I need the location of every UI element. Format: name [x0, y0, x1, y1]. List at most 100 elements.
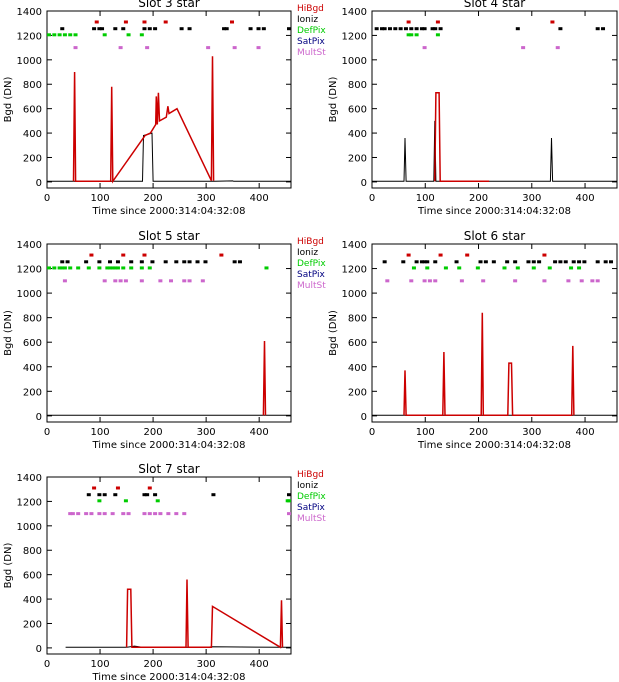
flag-marker — [139, 260, 144, 264]
y-tick-label: 800 — [348, 314, 367, 325]
flag-marker — [68, 512, 73, 516]
legend-item: DefPix — [297, 26, 326, 36]
x-axis-label: Time since 2000:314:04:32:08 — [92, 672, 246, 682]
y-tick-label: 400 — [23, 363, 42, 374]
flag-marker — [558, 260, 563, 264]
flag-marker — [521, 46, 526, 50]
flag-marker — [94, 20, 99, 24]
flag-marker — [97, 266, 102, 270]
chart-panel: 0 200 400 600 800 1000 1200 1400 0 100 200 300 400 Sl… — [3, 462, 292, 682]
flag-marker — [422, 279, 427, 283]
flag-marker — [465, 253, 470, 257]
flag-marker — [155, 499, 160, 503]
flag-marker — [174, 512, 179, 516]
flag-marker — [68, 266, 73, 270]
legend-item: MultSt — [297, 281, 326, 291]
legend-item: DefPix — [297, 492, 326, 502]
y-tick-label: 600 — [23, 571, 42, 582]
x-tick-label: 400 — [575, 427, 594, 438]
y-tick-label: 600 — [348, 338, 367, 349]
flag-marker — [102, 279, 107, 283]
y-tick-label: 1200 — [17, 497, 42, 508]
chart-title: Slot 3 star — [138, 0, 200, 10]
flag-marker — [187, 260, 192, 264]
flag-marker — [76, 512, 81, 516]
chart-panel: 0 200 400 600 800 1000 1200 1400 0 100 200 300 400 Sl… — [328, 0, 618, 217]
flag-marker — [110, 266, 115, 270]
flag-marker — [401, 260, 406, 264]
flag-marker — [62, 279, 67, 283]
flag-marker — [414, 33, 419, 37]
flag-marker — [187, 279, 192, 283]
flag-marker — [60, 260, 65, 264]
flag-marker — [261, 27, 266, 31]
legend-item: DefPix — [297, 259, 326, 269]
flag-marker — [393, 27, 398, 31]
flag-marker — [97, 27, 102, 31]
y-tick-label: 1000 — [17, 522, 42, 533]
x-tick-label: 100 — [90, 427, 109, 438]
flag-marker — [129, 260, 134, 264]
flag-marker — [577, 266, 582, 270]
flag-marker — [86, 493, 91, 497]
x-tick-label: 400 — [250, 659, 269, 670]
flag-marker — [153, 512, 158, 516]
flag-marker — [145, 46, 150, 50]
y-tick-label: 1000 — [342, 56, 367, 67]
plot-frame — [46, 10, 292, 189]
flag-marker — [425, 266, 430, 270]
legend-item: SatPix — [297, 503, 325, 513]
x-tick-label: 300 — [197, 659, 216, 670]
flag-marker — [558, 27, 563, 31]
flag-marker — [433, 27, 438, 31]
flag-marker — [60, 266, 65, 270]
legend-item: HiBgd — [297, 470, 324, 480]
series-line — [125, 579, 284, 649]
flag-marker — [126, 33, 131, 37]
flag-marker — [153, 493, 158, 497]
y-tick-label: 200 — [23, 387, 42, 398]
flag-marker — [62, 266, 67, 270]
legend-item: HiBgd — [297, 237, 324, 247]
flag-marker — [603, 260, 608, 264]
y-tick-label: 0 — [36, 412, 42, 423]
flag-marker — [73, 33, 78, 37]
y-tick-label: 1200 — [17, 31, 42, 42]
flag-marker — [153, 27, 158, 31]
x-axis-label: Time since 2000:314:04:32:08 — [92, 440, 246, 451]
y-tick-label: 1200 — [342, 31, 367, 42]
flag-marker — [406, 33, 411, 37]
flag-marker — [174, 260, 179, 264]
flag-marker — [123, 20, 128, 24]
flag-marker — [108, 260, 112, 264]
flag-marker — [531, 260, 536, 264]
flag-marker — [555, 46, 560, 50]
flag-marker — [206, 46, 211, 50]
flag-marker — [121, 27, 126, 31]
x-tick-label: 400 — [250, 193, 269, 204]
flag-marker — [89, 253, 94, 257]
flag-marker — [147, 486, 152, 490]
flag-marker — [65, 260, 70, 264]
x-tick-label: 100 — [416, 427, 435, 438]
flag-marker — [222, 27, 227, 31]
y-tick-label: 1000 — [342, 289, 367, 300]
flag-marker — [422, 46, 427, 50]
flag-marker — [84, 260, 89, 264]
chart-title: Slot 4 star — [464, 0, 526, 10]
flag-marker — [102, 512, 107, 516]
flag-marker — [118, 279, 123, 283]
y-tick-label: 1400 — [342, 240, 367, 251]
y-axis-label: Bgd (DN) — [328, 310, 339, 356]
flag-marker — [433, 279, 438, 283]
x-tick-label: 0 — [369, 193, 375, 204]
flag-marker — [182, 279, 187, 283]
plot-frame — [371, 10, 618, 189]
y-tick-label: 400 — [348, 129, 367, 140]
chart-title: Slot 5 star — [138, 229, 200, 243]
flag-marker — [100, 27, 105, 31]
flag-marker — [142, 253, 147, 257]
flag-marker — [385, 279, 390, 283]
series-line — [262, 340, 267, 416]
flag-marker — [398, 27, 403, 31]
